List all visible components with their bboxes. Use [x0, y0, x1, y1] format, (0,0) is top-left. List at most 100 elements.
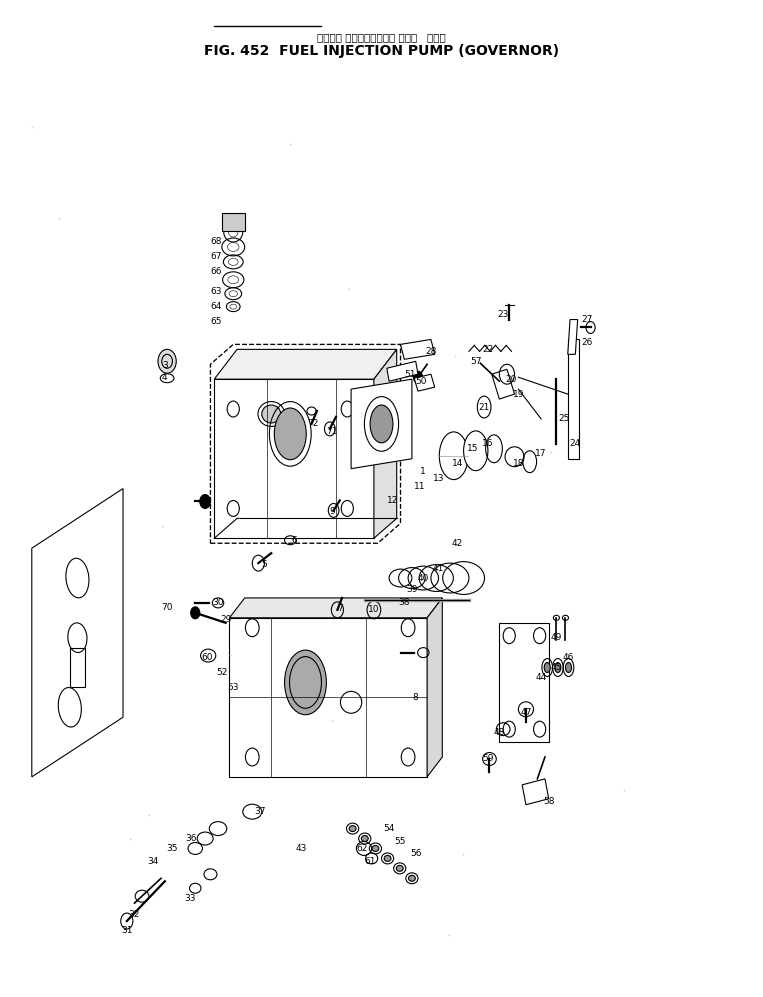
Text: 68: 68	[210, 237, 221, 246]
Polygon shape	[214, 349, 397, 379]
Text: 44: 44	[536, 673, 547, 682]
Text: 61: 61	[365, 856, 376, 865]
Text: 13: 13	[433, 475, 444, 484]
Ellipse shape	[384, 855, 391, 861]
Polygon shape	[414, 374, 435, 391]
Text: 39: 39	[406, 585, 417, 594]
Text: 54: 54	[384, 825, 394, 833]
Circle shape	[200, 495, 211, 508]
Text: 66: 66	[210, 267, 221, 276]
Text: 16: 16	[482, 440, 494, 449]
Text: 1: 1	[420, 468, 427, 477]
Text: 72: 72	[307, 420, 319, 429]
Polygon shape	[568, 320, 578, 354]
Text: 55: 55	[394, 837, 406, 846]
Text: 62: 62	[357, 844, 369, 853]
Text: 21: 21	[478, 403, 490, 412]
Polygon shape	[401, 339, 435, 359]
Polygon shape	[491, 369, 514, 399]
Text: 26: 26	[581, 338, 592, 347]
Polygon shape	[387, 361, 418, 381]
Text: 52: 52	[216, 668, 227, 677]
Text: 6: 6	[291, 535, 297, 544]
Text: 29: 29	[220, 615, 231, 624]
Ellipse shape	[408, 875, 415, 881]
Ellipse shape	[275, 408, 306, 460]
Text: 37: 37	[254, 808, 266, 817]
Polygon shape	[568, 339, 579, 459]
Polygon shape	[230, 598, 443, 618]
Text: 64: 64	[210, 302, 221, 311]
Text: フェエル インジェクション ポンプ   ガバナ: フェエル インジェクション ポンプ ガバナ	[317, 32, 446, 42]
Polygon shape	[230, 618, 427, 777]
Text: 71: 71	[327, 428, 338, 437]
Ellipse shape	[370, 405, 393, 443]
Ellipse shape	[349, 826, 356, 831]
Circle shape	[158, 349, 176, 373]
Text: 30: 30	[212, 598, 224, 607]
Text: 50: 50	[415, 377, 427, 386]
Polygon shape	[351, 379, 412, 469]
Text: 8: 8	[413, 693, 419, 702]
Ellipse shape	[464, 431, 488, 471]
Text: 34: 34	[148, 856, 159, 865]
Text: 5: 5	[261, 559, 266, 568]
Circle shape	[414, 371, 423, 383]
Polygon shape	[214, 379, 374, 538]
Text: 14: 14	[452, 460, 463, 469]
Text: 36: 36	[185, 834, 197, 843]
Polygon shape	[32, 489, 123, 777]
Bar	[69, 648, 85, 687]
Text: 56: 56	[410, 848, 421, 858]
Circle shape	[191, 607, 200, 619]
Ellipse shape	[555, 663, 561, 673]
Text: 15: 15	[467, 445, 478, 454]
Text: 31: 31	[121, 926, 133, 935]
Text: FIG. 452  FUEL INJECTION PUMP (GOVERNOR): FIG. 452 FUEL INJECTION PUMP (GOVERNOR)	[204, 44, 559, 58]
Text: 7: 7	[336, 604, 343, 613]
Text: 22: 22	[482, 345, 494, 354]
Text: 20: 20	[505, 375, 517, 384]
Text: 24: 24	[570, 440, 581, 449]
Text: 45: 45	[551, 663, 562, 672]
Text: 18: 18	[513, 460, 524, 469]
Ellipse shape	[372, 845, 379, 851]
Text: 41: 41	[433, 563, 444, 572]
Text: 4: 4	[162, 373, 168, 382]
Text: 53: 53	[227, 683, 239, 692]
Ellipse shape	[565, 663, 571, 673]
Text: 32: 32	[129, 909, 140, 918]
Ellipse shape	[544, 663, 550, 673]
Text: 3: 3	[162, 361, 168, 370]
Ellipse shape	[396, 865, 403, 871]
Text: 60: 60	[201, 653, 212, 662]
Polygon shape	[499, 623, 549, 742]
Text: 12: 12	[387, 496, 398, 505]
Text: 25: 25	[559, 415, 570, 424]
Ellipse shape	[439, 432, 468, 480]
Text: 63: 63	[210, 287, 221, 296]
Text: 43: 43	[296, 844, 307, 853]
Text: 65: 65	[210, 317, 221, 326]
Text: 46: 46	[562, 653, 574, 662]
Ellipse shape	[362, 835, 369, 841]
Text: 9: 9	[329, 506, 335, 515]
Text: 23: 23	[497, 310, 509, 319]
Text: 35: 35	[166, 844, 179, 853]
Text: 11: 11	[414, 483, 425, 492]
Text: 19: 19	[513, 390, 524, 399]
Bar	[222, 213, 245, 231]
Text: 51: 51	[404, 370, 416, 379]
Text: 49: 49	[551, 633, 562, 642]
Polygon shape	[522, 779, 549, 805]
Ellipse shape	[262, 405, 281, 423]
Text: 70: 70	[161, 603, 173, 612]
Text: 17: 17	[536, 450, 547, 459]
Polygon shape	[374, 349, 397, 538]
Text: 28: 28	[425, 347, 436, 356]
Text: 42: 42	[452, 538, 463, 547]
Text: 10: 10	[369, 605, 380, 614]
Text: 33: 33	[184, 893, 195, 902]
Text: 67: 67	[210, 252, 221, 261]
Text: 38: 38	[398, 598, 410, 607]
